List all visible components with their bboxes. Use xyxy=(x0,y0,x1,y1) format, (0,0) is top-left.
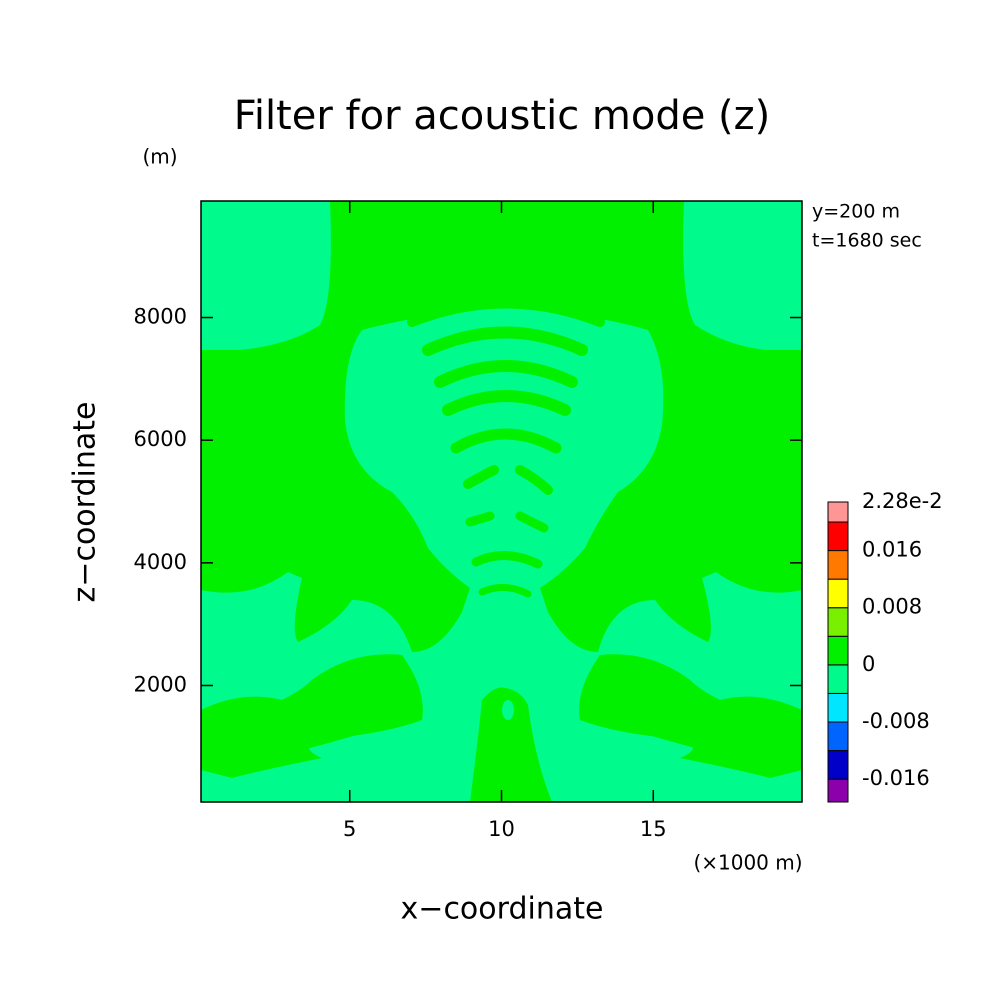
chart-title: Filter for acoustic mode (z) xyxy=(234,93,771,139)
colorbar-bin xyxy=(827,521,849,552)
y-tick-label: 4000 xyxy=(134,550,187,574)
colorbar-label: 2.28e-2 xyxy=(862,489,943,513)
colorbar-bin xyxy=(827,607,849,637)
colorbar-bin xyxy=(827,778,849,803)
x-tick-label: 10 xyxy=(488,817,515,841)
x-tick-label: 15 xyxy=(640,817,667,841)
colorbar-bin xyxy=(827,664,849,694)
colorbar-bin xyxy=(827,750,849,780)
colorbar-bin xyxy=(827,721,849,752)
x-axis-title: x−coordinate xyxy=(401,892,604,927)
colorbar-label: 0.008 xyxy=(862,595,922,619)
y-tick-label: 8000 xyxy=(134,305,187,329)
annotation: y=200 m xyxy=(812,201,900,223)
y-unit: (m) xyxy=(142,145,177,169)
y-axis-title: z−coordinate xyxy=(68,402,103,603)
x-unit: (×1000 m) xyxy=(693,851,802,875)
colorbar-label: -0.008 xyxy=(862,709,930,733)
y-tick-label: 2000 xyxy=(134,672,187,696)
contour-field xyxy=(201,201,802,802)
colorbar-bin xyxy=(827,578,849,609)
y-tick-label: 6000 xyxy=(134,427,187,451)
colorbar-label: 0 xyxy=(862,652,875,676)
annotation: t=1680 sec xyxy=(812,230,922,252)
colorbar-label: -0.016 xyxy=(862,766,930,790)
x-tick-label: 5 xyxy=(343,817,356,841)
colorbar-label: 0.016 xyxy=(862,538,922,562)
colorbar-bin xyxy=(827,692,849,723)
colorbar-bin xyxy=(827,635,849,666)
colorbar-bin xyxy=(827,550,849,580)
colorbar-bin xyxy=(827,501,849,523)
